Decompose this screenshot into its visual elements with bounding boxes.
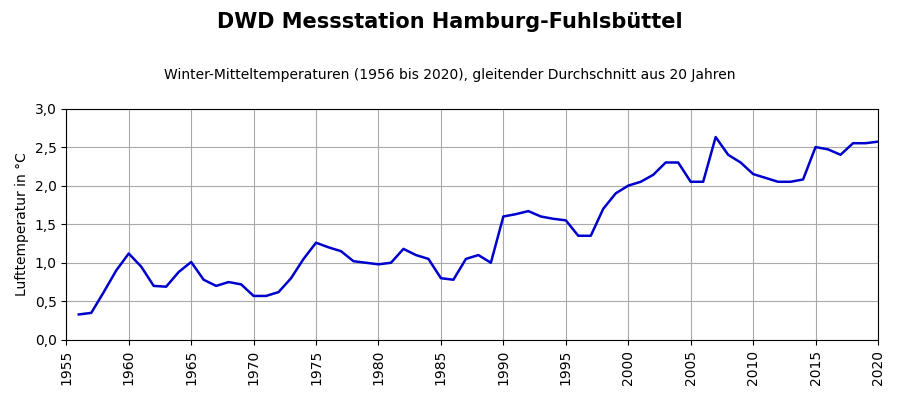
Text: DWD Messstation Hamburg-Fuhlsbüttel: DWD Messstation Hamburg-Fuhlsbüttel: [217, 12, 683, 32]
Text: Winter-Mitteltemperaturen (1956 bis 2020), gleitender Durchschnitt aus 20 Jahren: Winter-Mitteltemperaturen (1956 bis 2020…: [164, 68, 736, 82]
Y-axis label: Lufttemperatur in °C: Lufttemperatur in °C: [15, 152, 29, 296]
